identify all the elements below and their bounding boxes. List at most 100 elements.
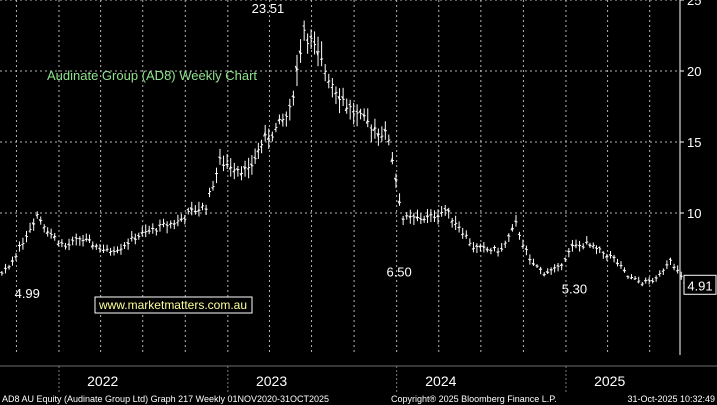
price-bar-open [274, 128, 277, 131]
chart-title: Audinate Group (AD8) Weekly Chart [47, 68, 257, 83]
price-bar-open [517, 233, 520, 236]
price-bar-open [165, 224, 168, 226]
price-bar-open [358, 109, 362, 113]
price-bar-open [42, 226, 45, 229]
price-bar-open [67, 243, 70, 246]
price-bar-open [108, 251, 111, 254]
price-bar-open [154, 229, 157, 231]
price-bar-open [450, 220, 453, 223]
last-value-box [683, 274, 717, 295]
price-bar-open [218, 156, 221, 159]
price-bar-open [158, 224, 161, 227]
price-bar-open [94, 245, 97, 248]
price-bar-open [151, 227, 154, 230]
price-bar-open [232, 170, 235, 173]
price-bar-open [588, 244, 591, 247]
price-bar-open [506, 234, 510, 237]
price-bar-open [228, 166, 232, 170]
price-bar-open [259, 145, 262, 149]
price-bar-open [326, 80, 330, 84]
price-bar-open [524, 247, 527, 250]
price-bar-open [316, 50, 319, 57]
price-bar-open [35, 214, 38, 217]
price-bar-open [351, 110, 354, 113]
price-bar-open [337, 95, 341, 101]
price-bar-open [439, 212, 442, 215]
price-bar-open [535, 265, 538, 267]
price-bar-open [485, 248, 488, 251]
price-bar-open [49, 232, 52, 235]
price-bar-open [492, 246, 495, 249]
price-bar-open [168, 223, 172, 226]
x-tick-label: 2022 [87, 373, 118, 389]
price-bar-open [626, 275, 629, 278]
price-bar-open [14, 256, 17, 258]
price-bar-open [63, 245, 66, 247]
price-annotation: 23.51 [252, 1, 285, 16]
price-annotation: 6.50 [386, 265, 411, 280]
price-bar-open [574, 244, 577, 247]
price-bar-open [514, 220, 517, 223]
price-bar-open [538, 267, 542, 271]
price-bar-open [161, 223, 164, 226]
price-bar-open [531, 262, 534, 265]
price-bar-open [668, 258, 671, 261]
price-bar-open [183, 217, 186, 219]
price-bar-open [457, 226, 460, 229]
price-bar-open [566, 250, 570, 253]
price-bar-open [605, 255, 608, 258]
price-bar-open [559, 264, 563, 267]
price-bar-open [263, 131, 266, 137]
price-bar-open [549, 268, 552, 271]
price-bar-open [443, 207, 446, 210]
price-bar-open [298, 50, 302, 55]
price-bar-open [133, 237, 136, 241]
price-annotation: 4.99 [15, 286, 40, 301]
price-bar-open [115, 250, 118, 253]
x-tick-label: 2023 [256, 373, 287, 389]
price-bar-open [408, 215, 411, 219]
y-tick-label: 10 [687, 206, 701, 221]
price-bar-open [21, 243, 24, 246]
price-bar-open [471, 247, 474, 250]
price-bar-open [446, 208, 450, 213]
price-bar-open [521, 245, 524, 248]
price-bar-open [312, 41, 315, 43]
footer-center: Copyright® 2025 Bloomberg Finance L.P. [391, 394, 557, 404]
price-bar-open [425, 215, 428, 218]
price-bar-open [197, 209, 200, 213]
price-bar-open [277, 118, 280, 122]
price-bar-open [119, 248, 122, 251]
price-bar-open [365, 119, 369, 124]
last-value-label: 4.91 [687, 278, 712, 293]
price-bar-open [528, 258, 531, 261]
price-bar-open [390, 157, 393, 163]
price-bar-open [221, 164, 224, 167]
price-bar-open [31, 222, 35, 226]
price-bar-open [309, 36, 312, 39]
price-bar-open [650, 279, 653, 282]
price-bar-open [422, 218, 425, 221]
price-bar-open [122, 244, 125, 247]
x-tick-label: 2025 [594, 373, 625, 389]
price-bar-open [475, 244, 478, 247]
price-bar-open [489, 249, 492, 252]
price-bar-open [147, 229, 150, 232]
price-bar-open [362, 113, 365, 118]
price-bar-open [499, 247, 502, 250]
price-bar-open [270, 134, 273, 136]
price-bar-open [386, 140, 390, 143]
price-annotation: 5.30 [562, 282, 587, 297]
price-bar-open [383, 128, 386, 132]
price-bar-open [74, 236, 77, 239]
price-bar-open [243, 166, 246, 171]
y-tick-label: 15 [687, 135, 701, 150]
price-bar-open [481, 245, 485, 248]
price-bar-open [249, 163, 253, 167]
price-bar-open [344, 107, 348, 112]
price-bar-open [112, 249, 115, 252]
price-bar-open [189, 207, 193, 212]
price-bar-open [556, 264, 559, 267]
